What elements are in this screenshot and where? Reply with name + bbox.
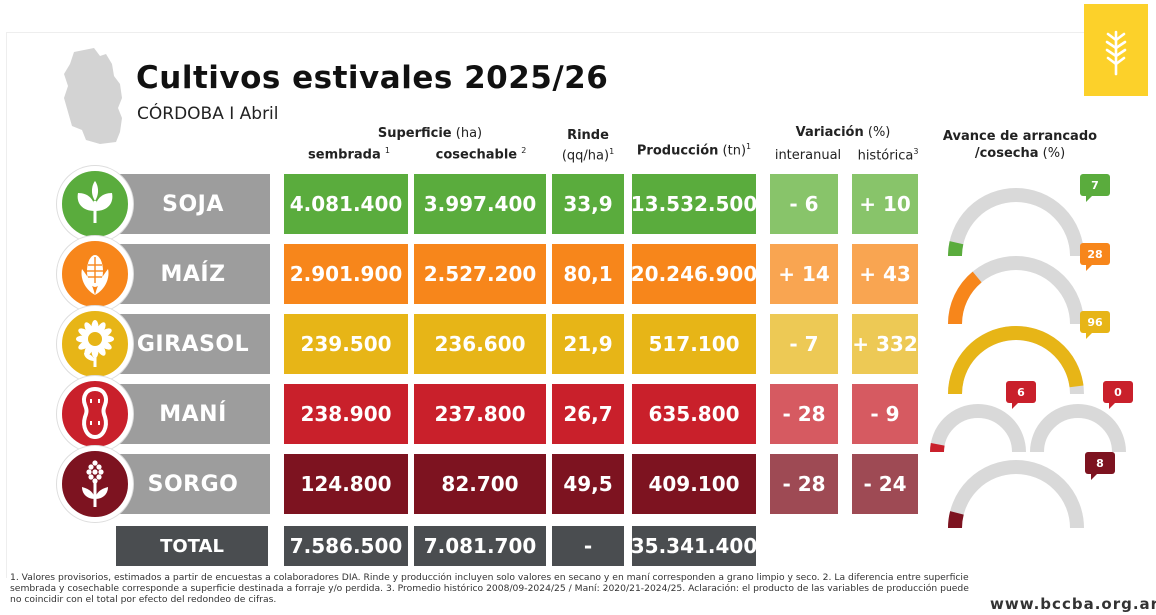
soja-gauge-fill [948, 241, 964, 257]
page-title: Cultivos estivales 2025/26 [136, 60, 609, 96]
sorgo-cosechable-cell: 82.700 [414, 454, 546, 514]
wheat-icon [1105, 30, 1127, 76]
maiz-sembrada-cell: 2.901.900 [284, 244, 408, 304]
mani-secondary-gauge [1028, 398, 1128, 462]
mani-produccion-cell: 635.800 [632, 384, 756, 444]
maiz-produccion-cell: 20.246.900 [631, 244, 757, 304]
girasol-gauge [946, 320, 1086, 404]
maiz-gauge-fill [948, 271, 982, 325]
mani-avance-badge: 6 [1006, 381, 1036, 409]
total-cosechable: 7.081.700 [414, 526, 546, 566]
sorgo-produccion-cell: 409.100 [632, 454, 756, 514]
soy-plant-icon [57, 166, 133, 242]
girasol-sembrada-cell: 239.500 [284, 314, 408, 374]
sorgo-avance-badge: 8 [1085, 452, 1115, 480]
header-superficie: Superficie (ha) [377, 126, 483, 141]
header-produccion: Producción (tn)1 [636, 142, 752, 159]
mani-gauge-fill [930, 443, 945, 453]
girasol-historica-cell: + 332 [852, 314, 918, 374]
cordoba-map-icon [64, 48, 122, 144]
maiz-interanual-cell: + 14 [770, 244, 838, 304]
mani-cosechable-cell: 237.800 [414, 384, 546, 444]
soja-gauge-track [948, 188, 1084, 257]
girasol-interanual-cell: - 7 [770, 314, 838, 374]
maiz-cosechable-cell: 2.527.200 [414, 244, 546, 304]
girasol-produccion-cell: 517.100 [632, 314, 756, 374]
girasol-cosechable-cell: 236.600 [414, 314, 546, 374]
soja-sembrada-cell: 4.081.400 [284, 174, 408, 234]
maiz-gauge [946, 250, 1086, 334]
sorgo-gauge-track [948, 460, 1084, 529]
maiz-rinde-cell: 80,1 [552, 244, 624, 304]
mani-secondary-gauge-track [1030, 404, 1126, 453]
header-cosechable: cosechable 2 [435, 146, 527, 163]
corn-icon [57, 236, 133, 312]
soja-historica-cell: + 10 [852, 174, 918, 234]
bccba-logo [1084, 4, 1148, 96]
sunflower-icon [57, 306, 133, 382]
total-produccion: 35.341.400 [631, 526, 757, 566]
header-avance: Avance de arrancado/cosecha (%) [942, 129, 1098, 161]
soja-cosechable-cell: 3.997.400 [414, 174, 546, 234]
sorgo-gauge-fill [948, 511, 964, 529]
header-variacion: Variación (%) [795, 125, 891, 140]
header-rinde: Rinde (qq/ha)1 [561, 128, 615, 164]
maiz-historica-cell: + 43 [852, 244, 918, 304]
crop-label-sorgo: SORGO [116, 454, 270, 514]
total-rinde: - [552, 526, 624, 566]
soja-rinde-cell: 33,9 [552, 174, 624, 234]
sorgo-sembrada-cell: 124.800 [284, 454, 408, 514]
sorgo-interanual-cell: - 28 [770, 454, 838, 514]
mani-gauge [928, 398, 1028, 462]
soja-avance-badge: 7 [1080, 174, 1110, 202]
total-sembrada: 7.586.500 [284, 526, 408, 566]
mani-secondary-avance-badge: 0 [1103, 381, 1133, 409]
mani-sembrada-cell: 238.900 [284, 384, 408, 444]
soja-produccion-cell: 13.532.500 [631, 174, 757, 234]
maiz-avance-badge: 28 [1080, 243, 1110, 271]
mani-rinde-cell: 26,7 [552, 384, 624, 444]
sorgo-historica-cell: - 24 [852, 454, 918, 514]
header-interanual: interanual [774, 148, 842, 163]
page-subtitle: CÓRDOBA I Abril [137, 104, 279, 124]
crop-label-maiz: MAÍZ [116, 244, 270, 304]
crop-label-mani: MANÍ [116, 384, 270, 444]
infographic-frame [6, 32, 1097, 578]
crop-label-soja: SOJA [116, 174, 270, 234]
girasol-avance-badge: 96 [1080, 311, 1110, 339]
maiz-gauge-track [948, 256, 1084, 325]
footnote: 1. Valores provisorios, estimados a part… [10, 572, 969, 605]
mani-historica-cell: - 9 [852, 384, 918, 444]
soja-gauge [946, 182, 1086, 266]
girasol-rinde-cell: 21,9 [552, 314, 624, 374]
mani-interanual-cell: - 28 [770, 384, 838, 444]
header-historica: histórica3 [857, 147, 919, 164]
girasol-gauge-fill [948, 325, 1084, 395]
header-sembrada: sembrada 1 [308, 146, 390, 163]
sorgo-rinde-cell: 49,5 [552, 454, 624, 514]
soja-interanual-cell: - 6 [770, 174, 838, 234]
sorghum-icon [57, 446, 133, 522]
crop-label-girasol: GIRASOL [116, 314, 270, 374]
mani-gauge-track [930, 404, 1026, 453]
total-label: TOTAL [116, 526, 268, 566]
peanut-icon [57, 376, 133, 452]
sorgo-gauge [946, 454, 1086, 538]
website-link[interactable]: www.bccba.org.ar [990, 595, 1156, 613]
